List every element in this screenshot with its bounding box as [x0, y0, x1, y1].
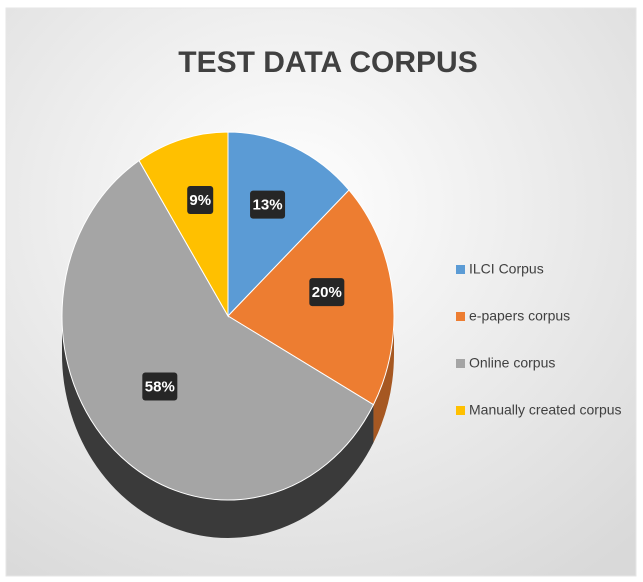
legend-label: Online corpus [469, 355, 555, 371]
data-label-box [250, 190, 286, 219]
slice-side [61, 316, 374, 539]
chart-title: TEST DATA CORPUS [178, 46, 477, 79]
legend-swatch [456, 359, 465, 368]
pie-slice [227, 131, 350, 318]
legend-label: ILCI Corpus [469, 261, 544, 277]
legend-label: Manually created corpus [469, 402, 622, 418]
data-label: 13% [253, 197, 283, 214]
legend-swatch [456, 406, 465, 415]
data-label: 20% [312, 284, 342, 301]
data-label-box [187, 185, 214, 214]
legend-label: e-papers corpus [469, 308, 570, 324]
data-label-box [142, 372, 178, 401]
pie-slice [61, 159, 375, 501]
data-label: 58% [145, 378, 175, 395]
data-label: 9% [189, 192, 211, 209]
pie-slice [138, 131, 229, 318]
slice-side [373, 316, 394, 443]
legend-swatch [456, 312, 465, 321]
data-label-box [309, 278, 345, 307]
legend-swatch [456, 265, 465, 274]
